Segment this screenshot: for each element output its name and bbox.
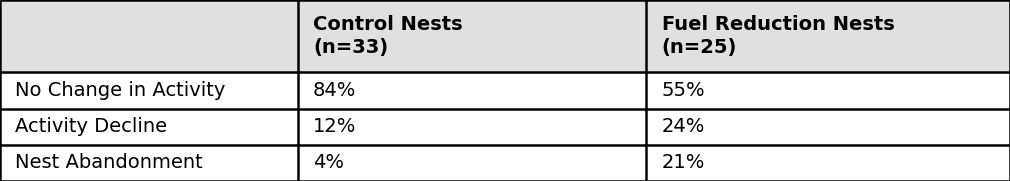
Bar <box>646 145 1010 181</box>
Bar <box>298 109 646 145</box>
Text: 24%: 24% <box>662 117 705 136</box>
Text: Activity Decline: Activity Decline <box>15 117 168 136</box>
Text: 55%: 55% <box>662 81 705 100</box>
Bar <box>0 145 298 181</box>
Text: No Change in Activity: No Change in Activity <box>15 81 225 100</box>
Text: 21%: 21% <box>662 153 705 172</box>
Bar <box>0 72 298 109</box>
Bar <box>0 0 298 72</box>
Bar <box>298 0 646 72</box>
Text: Fuel Reduction Nests
(n=25): Fuel Reduction Nests (n=25) <box>662 15 894 57</box>
Text: Control Nests
(n=33): Control Nests (n=33) <box>313 15 463 57</box>
Text: 4%: 4% <box>313 153 344 172</box>
Bar <box>646 72 1010 109</box>
Text: 12%: 12% <box>313 117 357 136</box>
Bar <box>646 0 1010 72</box>
Text: Nest Abandonment: Nest Abandonment <box>15 153 203 172</box>
Bar <box>0 109 298 145</box>
Bar <box>298 72 646 109</box>
Bar <box>298 145 646 181</box>
Text: 84%: 84% <box>313 81 357 100</box>
Bar <box>646 109 1010 145</box>
